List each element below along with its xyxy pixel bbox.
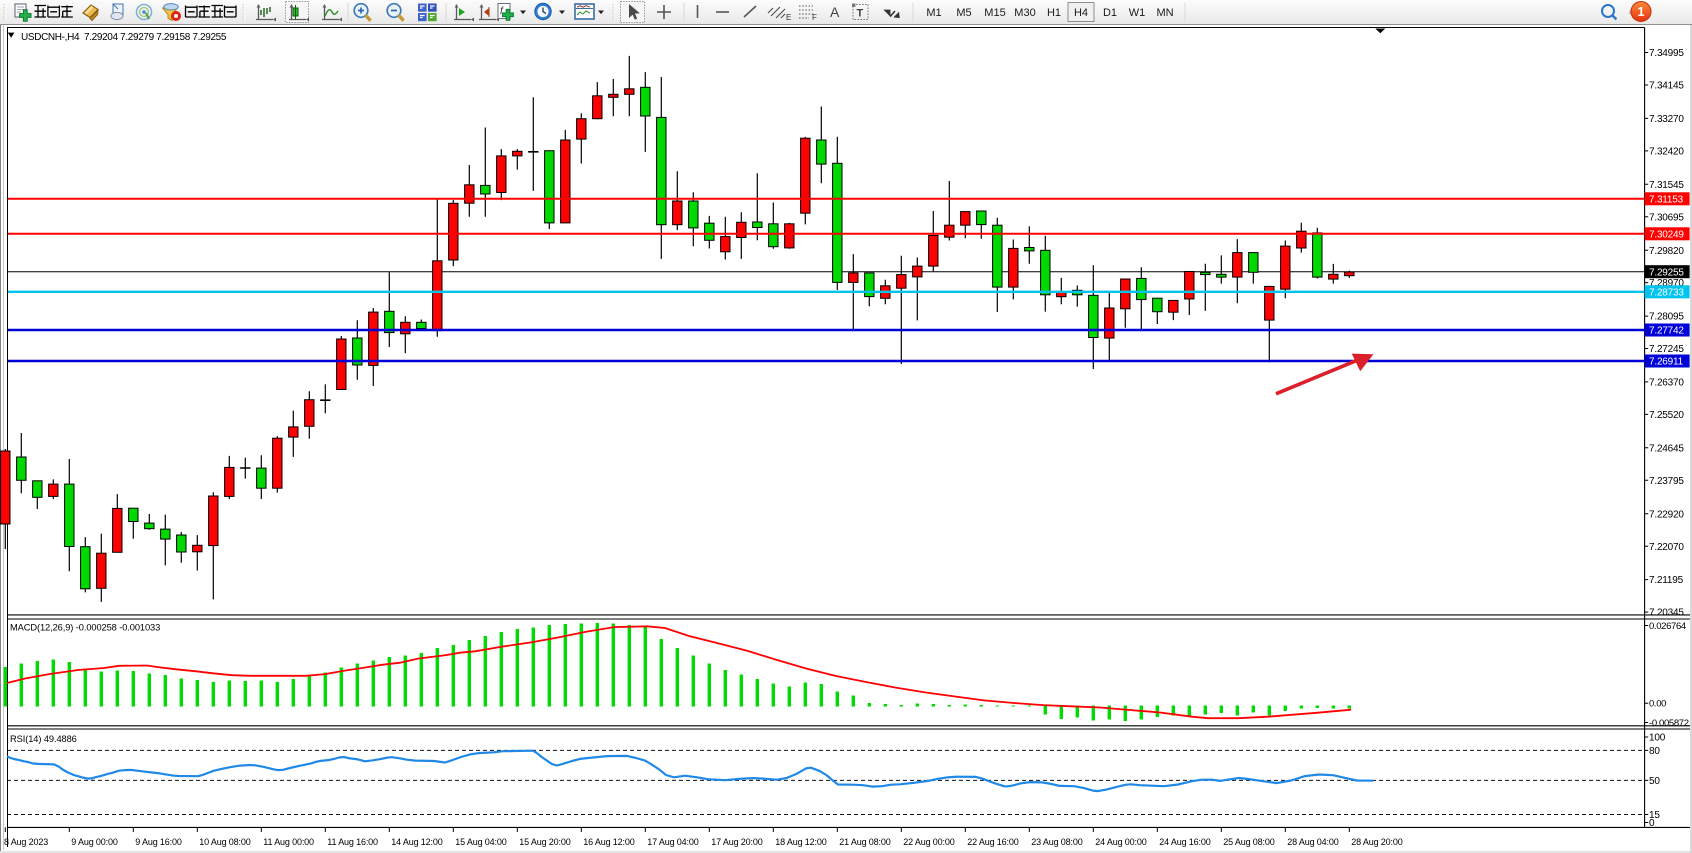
svg-text:7.31545: 7.31545 — [1649, 180, 1684, 191]
svg-text:15 Aug 04:00: 15 Aug 04:00 — [455, 837, 506, 847]
svg-text:7.26911: 7.26911 — [1649, 357, 1684, 368]
svg-text:1: 1 — [1638, 5, 1645, 19]
svg-text:7.30695: 7.30695 — [1649, 212, 1684, 223]
svg-text:USDCNH-,H4 7.29204 7.29279 7.: USDCNH-,H4 7.29204 7.29279 7.29158 7.292… — [21, 32, 227, 43]
svg-text:24 Aug 16:00: 24 Aug 16:00 — [1159, 837, 1210, 847]
svg-text:24 Aug 00:00: 24 Aug 00:00 — [1095, 837, 1146, 847]
svg-text:M15: M15 — [984, 7, 1005, 19]
svg-text:7.22070: 7.22070 — [1649, 542, 1684, 553]
svg-text:0.00: 0.00 — [1649, 699, 1666, 710]
svg-text:7.27742: 7.27742 — [1649, 326, 1684, 337]
svg-text:7.30249: 7.30249 — [1649, 229, 1684, 240]
svg-text:7.29820: 7.29820 — [1649, 246, 1684, 257]
svg-text:23 Aug 08:00: 23 Aug 08:00 — [1031, 837, 1082, 847]
svg-text:11 Aug 16:00: 11 Aug 16:00 — [327, 837, 378, 847]
svg-text:15: 15 — [1649, 810, 1660, 821]
svg-text:11 Aug 00:00: 11 Aug 00:00 — [263, 837, 314, 847]
svg-text:22 Aug 16:00: 22 Aug 16:00 — [967, 837, 1018, 847]
svg-text:D1: D1 — [1103, 7, 1117, 19]
svg-text:17 Aug 04:00: 17 Aug 04:00 — [647, 837, 698, 847]
svg-text:7.34145: 7.34145 — [1649, 81, 1684, 92]
svg-text:RSI(14) 49.4886: RSI(14) 49.4886 — [10, 734, 77, 744]
svg-text:9 Aug 00:00: 9 Aug 00:00 — [71, 837, 118, 847]
svg-text:T: T — [857, 8, 864, 20]
svg-text:7.28095: 7.28095 — [1649, 312, 1684, 323]
svg-text:H1: H1 — [1047, 7, 1061, 19]
svg-text:7.23795: 7.23795 — [1649, 476, 1684, 487]
svg-text:E: E — [786, 13, 791, 22]
svg-text:7.33270: 7.33270 — [1649, 114, 1684, 125]
svg-text:100: 100 — [1649, 733, 1666, 744]
svg-text:17 Aug 20:00: 17 Aug 20:00 — [711, 837, 762, 847]
svg-text:7.24645: 7.24645 — [1649, 443, 1684, 454]
svg-text:28 Aug 04:00: 28 Aug 04:00 — [1287, 837, 1338, 847]
svg-text:f: f — [500, 6, 504, 17]
svg-text:16 Aug 12:00: 16 Aug 12:00 — [583, 837, 634, 847]
svg-text:7.27245: 7.27245 — [1649, 344, 1684, 355]
svg-text:M1: M1 — [926, 7, 941, 19]
svg-text:10 Aug 08:00: 10 Aug 08:00 — [199, 837, 250, 847]
svg-text:H4: H4 — [1074, 7, 1088, 19]
svg-text:M5: M5 — [956, 7, 971, 19]
svg-text:18 Aug 12:00: 18 Aug 12:00 — [775, 837, 826, 847]
svg-text:0: 0 — [1649, 818, 1655, 829]
svg-text:14 Aug 12:00: 14 Aug 12:00 — [391, 837, 442, 847]
svg-text:W1: W1 — [1129, 7, 1146, 19]
svg-text:7.25520: 7.25520 — [1649, 410, 1684, 421]
svg-text:7.28733: 7.28733 — [1649, 287, 1684, 298]
svg-text:7.28970: 7.28970 — [1649, 278, 1684, 289]
svg-text:25 Aug 08:00: 25 Aug 08:00 — [1223, 837, 1274, 847]
svg-text:7.34995: 7.34995 — [1649, 48, 1684, 59]
svg-text:7.26370: 7.26370 — [1649, 378, 1684, 389]
svg-text:7.22920: 7.22920 — [1649, 509, 1684, 520]
svg-text:7.31153: 7.31153 — [1649, 194, 1684, 205]
svg-text:80: 80 — [1649, 746, 1660, 757]
svg-text:7.20345: 7.20345 — [1649, 608, 1684, 619]
svg-text:9 Aug 16:00: 9 Aug 16:00 — [135, 837, 182, 847]
svg-text:0.026764: 0.026764 — [1649, 621, 1686, 632]
svg-text:21 Aug 08:00: 21 Aug 08:00 — [839, 837, 890, 847]
svg-text:7.29255: 7.29255 — [1649, 267, 1684, 278]
svg-text:-0.005872: -0.005872 — [1649, 718, 1689, 729]
svg-text:22 Aug 00:00: 22 Aug 00:00 — [903, 837, 954, 847]
svg-text:MN: MN — [1156, 7, 1173, 19]
svg-text:A: A — [830, 4, 840, 20]
svg-text:MACD(12,26,9) -0.000258 -0.001: MACD(12,26,9) -0.000258 -0.001033 — [10, 623, 160, 633]
svg-text:8 Aug 2023: 8 Aug 2023 — [4, 837, 48, 847]
svg-text:15 Aug 20:00: 15 Aug 20:00 — [519, 837, 570, 847]
svg-text:7.32420: 7.32420 — [1649, 147, 1684, 158]
svg-text:50: 50 — [1649, 776, 1660, 787]
svg-text:F: F — [812, 13, 817, 22]
svg-text:M30: M30 — [1014, 7, 1035, 19]
svg-text:28 Aug 20:00: 28 Aug 20:00 — [1351, 837, 1402, 847]
svg-text:7.21195: 7.21195 — [1649, 575, 1684, 586]
